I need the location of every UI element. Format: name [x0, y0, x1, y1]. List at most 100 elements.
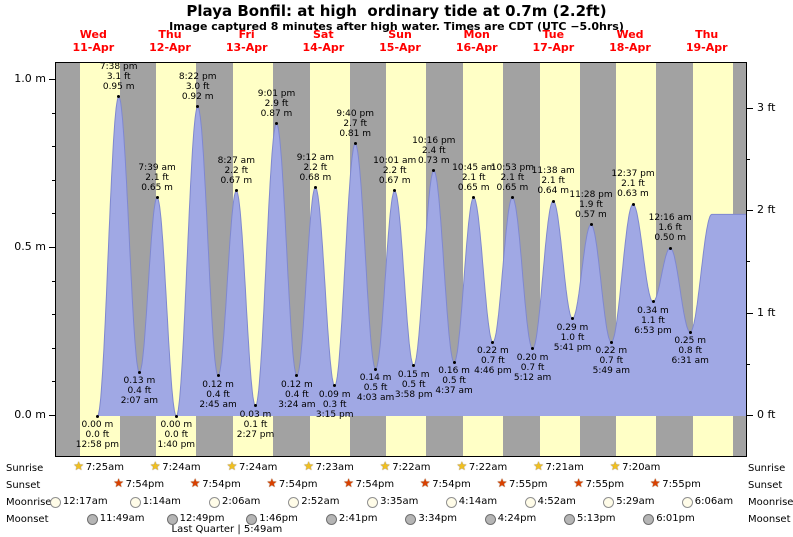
tide-label-line: 11:38 am: [531, 166, 575, 176]
right-axis-minor-tick: [747, 363, 750, 365]
tide-point-dot: [137, 370, 141, 374]
moonrise-moon-icon: [209, 497, 220, 508]
tide-label-line: 2.2 ft: [303, 162, 328, 173]
right-axis-label: 2 ft: [757, 203, 776, 217]
sunrise-star-icon: ★: [149, 459, 161, 473]
moonset-row-label-right: Moonset: [748, 514, 791, 525]
date-label: Wed 18-Apr: [600, 28, 660, 54]
low-tide-label: 0.29 m 1.0 ft 5:41 pm: [545, 323, 601, 353]
left-axis-minor-tick: [52, 112, 55, 114]
tide-point-dot: [491, 340, 495, 344]
date-label: Tue 17-Apr: [523, 28, 583, 54]
date-dow: Fri: [238, 28, 255, 41]
tide-label-line: 0.50 m: [654, 233, 687, 243]
tide-point-dot: [412, 364, 416, 368]
tide-label-line: 2.1 ft: [500, 172, 525, 183]
tide-point-dot: [353, 142, 357, 146]
sunrise-star-icon: ★: [609, 459, 621, 473]
date-date: 14-Apr: [302, 41, 345, 54]
chart-title: Playa Bonfil: at high ordinary tide at 0…: [186, 2, 607, 20]
tide-label-line: 2.1 ft: [461, 172, 486, 183]
sunrise-row-label-right: Sunrise: [748, 463, 786, 474]
date-date: 11-Apr: [72, 41, 115, 54]
tide-point-dot: [196, 105, 200, 109]
low-tide-label: 0.14 m 0.5 ft 4:03 am: [348, 373, 404, 403]
tide-label-line: 1:40 pm: [157, 440, 196, 450]
tide-label-line: 1.1 ft: [641, 315, 665, 326]
tide-point-dot: [472, 196, 476, 200]
tide-label-line: 4:46 pm: [474, 366, 512, 377]
moonrise-time: 5:29am: [616, 496, 655, 507]
low-tide-label: 0.22 m 0.7 ft 4:46 pm: [465, 346, 521, 376]
tide-label-line: 0.81 m: [339, 128, 372, 139]
tide-point-dot: [95, 414, 99, 418]
sunset-time: 7:55pm: [662, 479, 701, 490]
low-tide-label: 0.09 m 0.3 ft 3:15 pm: [307, 390, 363, 420]
low-tide-label: 0.34 m 1.1 ft 6:53 pm: [625, 306, 681, 336]
tide-label-line: 5:49 am: [592, 366, 630, 377]
tide-label-line: 0.15 m: [397, 369, 430, 380]
date-dow: Thu: [158, 28, 182, 41]
tide-label-line: 0.0 ft: [85, 430, 110, 440]
tide-point-dot: [295, 374, 299, 378]
moonset-time: 4:24pm: [497, 513, 537, 524]
moonrise-time: 1:14am: [142, 496, 181, 507]
tide-point-dot: [452, 360, 456, 364]
tide-label-line: 3:15 pm: [315, 409, 354, 420]
high-tide-label: 11:38 am 2.1 ft 0.64 m: [525, 166, 581, 196]
tide-label-line: 0.12 m: [281, 379, 313, 390]
low-tide-label: 0.00 m 0.0 ft 1:40 pm: [148, 420, 204, 450]
sunrise-time: 7:23am: [315, 462, 354, 473]
tide-label-line: 5:41 pm: [553, 342, 592, 353]
night-band: [56, 63, 80, 456]
sunrise-time: 7:24am: [239, 462, 278, 473]
tide-label-line: 0.16 m: [438, 366, 470, 377]
moonrise-moon-icon: [681, 497, 693, 508]
tide-point-dot: [234, 189, 238, 193]
low-tide-label: 0.20 m 0.7 ft 5:12 am: [505, 353, 561, 383]
tide-label-line: 2:45 am: [199, 399, 237, 410]
tide-label-line: 2.1 ft: [145, 172, 169, 183]
date-dow: Sun: [388, 28, 412, 41]
sunset-time: 7:54pm: [202, 479, 241, 490]
sunset-star-icon: ★: [343, 476, 354, 490]
high-tide-label: 8:22 pm 3.0 ft 0.92 m: [170, 72, 226, 102]
high-tide-label: 7:38 pm 3.1 ft 0.95 m: [91, 62, 147, 92]
right-axis-major-tick: [747, 312, 753, 314]
tide-label-line: 12:37 pm: [611, 169, 655, 180]
low-tide-label: 0.12 m 0.4 ft 3:24 am: [269, 380, 325, 410]
date-dow: Tue: [542, 28, 565, 41]
tide-label-line: 2.2 ft: [224, 165, 249, 176]
high-tide-label: 10:45 am 2.1 ft 0.65 m: [446, 163, 502, 193]
high-tide-label: 12:37 pm 2.1 ft 0.63 m: [605, 169, 661, 199]
high-tide-label: 9:40 pm 2.7 ft 0.81 m: [327, 109, 383, 139]
high-tide-label: 10:16 pm 2.4 ft 0.73 m: [406, 136, 462, 166]
right-axis-major-tick: [747, 415, 753, 416]
tide-label-line: 0.87 m: [260, 108, 293, 119]
moon-phase-note: Last Quarter | 5:49am: [171, 524, 283, 535]
tide-curve: [97, 96, 746, 417]
left-axis-major-tick: [49, 79, 55, 80]
sunrise-row-label-left: Sunrise: [6, 463, 44, 474]
chart-subtitle: Image captured 8 minutes after high wate…: [169, 20, 624, 33]
sunrise-time: 7:20am: [622, 462, 661, 473]
tide-point-dot: [432, 169, 436, 173]
sunset-row-label-left: Sunset: [6, 480, 41, 491]
tide-label-line: 0.7 ft: [481, 356, 505, 367]
tide-label-line: 0.67 m: [378, 175, 411, 186]
high-tide-label: 11:28 pm 1.9 ft 0.57 m: [563, 190, 619, 220]
sunrise-time: 7:24am: [162, 462, 201, 473]
tide-point-dot: [531, 347, 535, 351]
high-tide-label: 9:12 am 2.2 ft 0.68 m: [287, 153, 343, 183]
right-axis-label: 0 ft: [757, 408, 776, 421]
tide-label-line: 0.63 m: [617, 189, 649, 200]
moonset-time: 3:34pm: [418, 513, 457, 524]
left-axis-minor-tick: [52, 381, 55, 383]
date-label: Thu 12-Apr: [140, 28, 200, 54]
tide-label-line: 0.7 ft: [520, 362, 545, 373]
moonset-moon-icon: [86, 514, 98, 525]
tide-label-line: 9:01 pm: [257, 88, 296, 99]
moonrise-moon-icon: [129, 497, 141, 508]
